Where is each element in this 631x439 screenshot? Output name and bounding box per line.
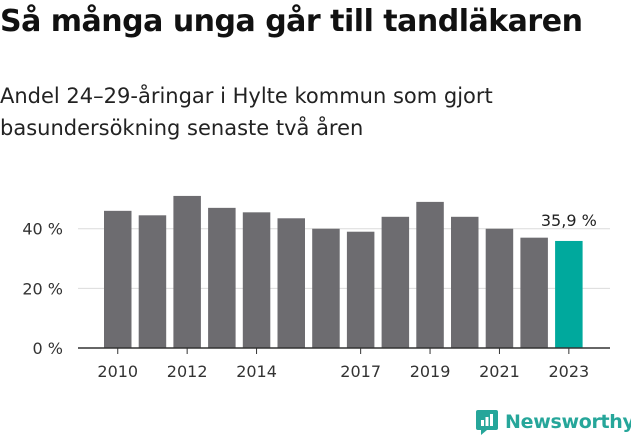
bar-2020 — [451, 216, 479, 348]
x-tick-label: 2023 — [548, 362, 589, 381]
x-tick-label: 2017 — [340, 362, 381, 381]
newsworthy-logo: Newsworthy — [475, 408, 631, 436]
bar-2011 — [138, 215, 167, 348]
newsworthy-logo-icon — [476, 410, 498, 435]
highlight-value-label: 35,9 % — [541, 211, 597, 230]
brand-name: Newsworthy — [505, 411, 631, 433]
bar-2012 — [173, 195, 201, 348]
y-tick-label: 20 % — [22, 279, 63, 298]
bar-2016 — [312, 228, 340, 348]
annotations: 35,9 % — [541, 211, 597, 230]
bar-2021 — [485, 228, 514, 348]
x-tick-label: 2021 — [479, 362, 520, 381]
y-axis-ticks: 0 % 20 % 40 % — [22, 220, 63, 358]
chart-title: Så många unga går till tandläkaren — [0, 4, 583, 39]
x-tick-label: 2019 — [410, 362, 451, 381]
bar-2013 — [208, 207, 236, 348]
y-tick-label: 0 % — [33, 339, 63, 358]
y-tick-label: 40 % — [22, 220, 63, 239]
bars — [104, 195, 583, 348]
bar-2022 — [520, 237, 548, 348]
bar-2014 — [242, 212, 271, 348]
x-tick-label: 2010 — [97, 362, 138, 381]
chart-subtitle: Andel 24–29-åringar i Hylte kommun som g… — [0, 84, 493, 140]
bar-2010 — [104, 210, 132, 348]
bar-2023 — [555, 240, 583, 348]
bar-2018 — [381, 216, 410, 348]
bar-2019 — [416, 201, 444, 348]
bar-2017 — [346, 231, 375, 348]
x-tick-label: 2012 — [167, 362, 208, 381]
x-tick-label: 2014 — [236, 362, 277, 381]
bar-2015 — [277, 218, 305, 348]
x-axis: 2010 2012 2014 2017 2019 2021 2023 — [78, 347, 610, 381]
